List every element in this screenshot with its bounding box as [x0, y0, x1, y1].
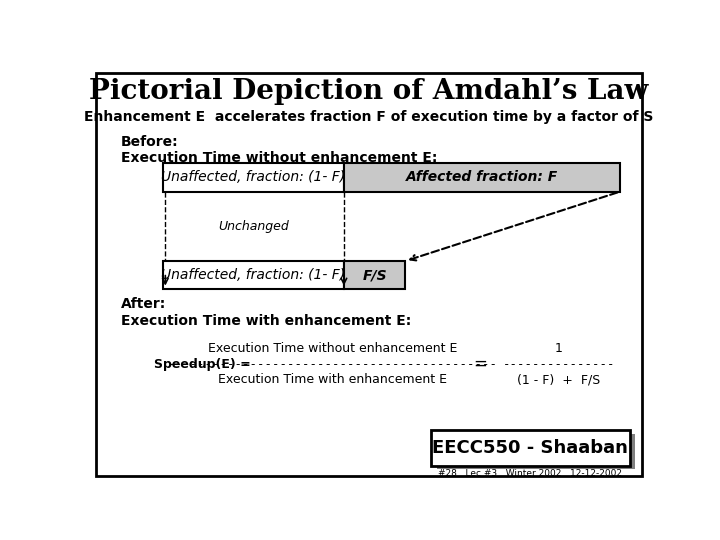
Text: Unchanged: Unchanged — [218, 220, 289, 233]
Text: Execution Time with enhancement E: Execution Time with enhancement E — [218, 374, 447, 387]
Text: Execution Time without enhancement E:: Execution Time without enhancement E: — [121, 151, 437, 165]
Text: Execution Time without enhancement E: Execution Time without enhancement E — [208, 342, 457, 355]
Text: EECC550 - Shaaban: EECC550 - Shaaban — [432, 439, 628, 457]
Text: Unaffected, fraction: (1- F): Unaffected, fraction: (1- F) — [161, 268, 346, 282]
Bar — [437, 434, 635, 469]
Bar — [163, 261, 344, 289]
Text: Speedup(E) =: Speedup(E) = — [154, 357, 251, 370]
Text: #28   Lec #3   Winter 2002   12-12-2002: #28 Lec #3 Winter 2002 12-12-2002 — [438, 469, 622, 477]
Text: Pictorial Depiction of Amdahl’s Law: Pictorial Depiction of Amdahl’s Law — [89, 78, 649, 105]
Bar — [163, 163, 344, 192]
Text: F/S: F/S — [362, 268, 387, 282]
Text: Enhancement E  accelerates fraction F of execution time by a factor of S: Enhancement E accelerates fraction F of … — [84, 110, 654, 124]
Text: Execution Time with enhancement E:: Execution Time with enhancement E: — [121, 314, 411, 328]
Text: 1: 1 — [555, 342, 562, 355]
Text: =: = — [474, 355, 487, 373]
Text: ---------------: --------------- — [503, 357, 615, 370]
Text: Before:: Before: — [121, 134, 179, 149]
Text: Unaffected, fraction: (1- F): Unaffected, fraction: (1- F) — [161, 171, 346, 185]
Text: --------------------------------------------: ----------------------------------------… — [168, 357, 498, 370]
Bar — [344, 261, 405, 289]
Text: (1 - F)  +  F/S: (1 - F) + F/S — [517, 374, 600, 387]
Text: Affected fraction: F: Affected fraction: F — [406, 171, 558, 185]
Text: After:: After: — [121, 297, 166, 311]
Bar — [431, 430, 629, 465]
Bar — [344, 163, 620, 192]
